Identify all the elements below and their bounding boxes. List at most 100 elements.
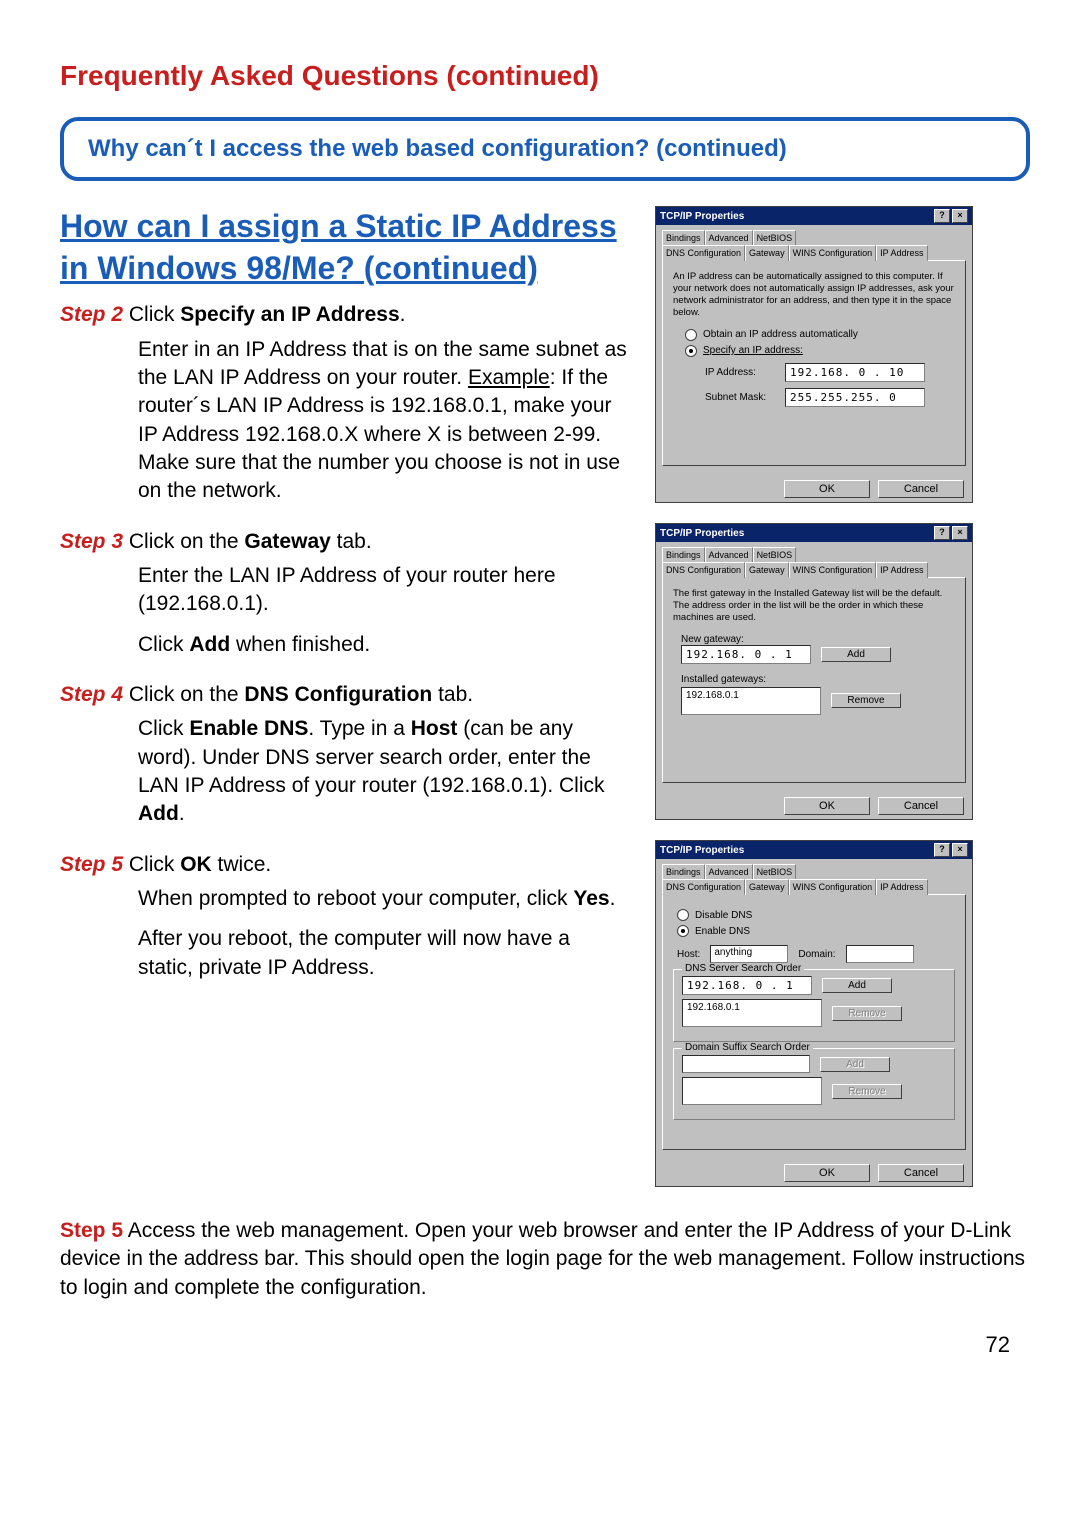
- close-icon[interactable]: ×: [952, 526, 968, 540]
- dlg1-help: An IP address can be automatically assig…: [673, 271, 955, 319]
- cancel-button[interactable]: Cancel: [878, 1164, 964, 1182]
- step-3-body2-pre: Click: [138, 633, 189, 656]
- close-icon[interactable]: ×: [952, 209, 968, 223]
- s5-b2: After you reboot, the computer will now …: [138, 925, 630, 982]
- radio-specify-ip[interactable]: [685, 345, 697, 357]
- dns-search-order-label: DNS Server Search Order: [682, 963, 804, 974]
- dlg3-enable-label: Enable DNS: [695, 926, 750, 937]
- cancel-button[interactable]: Cancel: [878, 480, 964, 498]
- tab-bindings[interactable]: Bindings: [662, 547, 705, 562]
- tab-netbios[interactable]: NetBIOS: [753, 864, 797, 879]
- page-number: 72: [60, 1332, 1030, 1358]
- faq-heading: Frequently Asked Questions (continued): [60, 60, 1030, 92]
- domain-label: Domain:: [798, 949, 835, 960]
- step-5-label: Step 5: [60, 853, 123, 876]
- tab-gateway[interactable]: Gateway: [745, 879, 789, 895]
- step-3-body2-bold: Add: [189, 633, 230, 656]
- dns-search-input[interactable]: 192.168. 0 . 1: [682, 976, 812, 995]
- dialog-tcpip-gateway: TCP/IP Properties ? × Bindings Advanced …: [655, 523, 973, 820]
- tab-advanced[interactable]: Advanced: [705, 864, 753, 879]
- installed-gateways-list[interactable]: 192.168.0.1: [681, 687, 821, 715]
- step-3: Step 3 Click on the Gateway tab. Enter t…: [60, 528, 630, 659]
- dns-server-list[interactable]: 192.168.0.1: [682, 999, 822, 1027]
- tab-dns[interactable]: DNS Configuration: [662, 562, 745, 578]
- step-5: Step 5 Click OK twice. When prompted to …: [60, 851, 630, 982]
- tab-gateway[interactable]: Gateway: [745, 245, 789, 261]
- step-5-post: twice.: [212, 853, 272, 876]
- remove-button-disabled[interactable]: Remove: [832, 1084, 902, 1099]
- step-3-body1: Enter the LAN IP Address of your router …: [138, 562, 630, 619]
- tab-bindings[interactable]: Bindings: [662, 864, 705, 879]
- radio-obtain-auto[interactable]: [685, 329, 697, 341]
- tab-wins[interactable]: WINS Configuration: [789, 562, 877, 578]
- cancel-button[interactable]: Cancel: [878, 797, 964, 815]
- tab-netbios[interactable]: NetBIOS: [753, 230, 797, 245]
- remove-button[interactable]: Remove: [832, 1006, 902, 1021]
- help-icon[interactable]: ?: [934, 209, 950, 223]
- tab-ipaddress[interactable]: IP Address: [876, 562, 927, 578]
- step-4-pre: Click on the: [123, 683, 244, 706]
- domain-input[interactable]: [846, 945, 914, 963]
- tab-wins[interactable]: WINS Configuration: [789, 879, 877, 895]
- outer-step-label: Step 5: [60, 1219, 123, 1242]
- tab-gateway[interactable]: Gateway: [745, 562, 789, 578]
- ok-button[interactable]: OK: [784, 480, 870, 498]
- outer-step-text: Access the web management. Open your web…: [60, 1219, 1025, 1299]
- domain-suffix-list[interactable]: [682, 1077, 822, 1105]
- s5-b1-pre: When prompted to reboot your computer, c…: [138, 887, 573, 910]
- step-3-label: Step 3: [60, 530, 123, 553]
- step-2: Step 2 Click Specify an IP Address. Ente…: [60, 301, 630, 505]
- tab-ipaddress[interactable]: IP Address: [876, 245, 927, 261]
- dlg2-title: TCP/IP Properties: [660, 528, 744, 539]
- step-2-example-word: Example: [468, 366, 550, 389]
- step-3-bold: Gateway: [244, 530, 330, 553]
- add-button[interactable]: Add: [822, 978, 892, 993]
- step-2-action-post: .: [400, 303, 406, 326]
- help-icon[interactable]: ?: [934, 843, 950, 857]
- tab-dns[interactable]: DNS Configuration: [662, 879, 745, 895]
- installed-gateways-label: Installed gateways:: [681, 674, 955, 685]
- dialog-tcpip-dns: TCP/IP Properties ? × Bindings Advanced …: [655, 840, 973, 1187]
- add-button-disabled[interactable]: Add: [820, 1057, 890, 1072]
- tab-advanced[interactable]: Advanced: [705, 230, 753, 245]
- radio-disable-dns[interactable]: [677, 909, 689, 921]
- dlg3-disable-label: Disable DNS: [695, 910, 752, 921]
- ok-button[interactable]: OK: [784, 1164, 870, 1182]
- question-box: Why can´t I access the web based configu…: [60, 117, 1030, 181]
- step-3-post: tab.: [331, 530, 372, 553]
- tab-dns[interactable]: DNS Configuration: [662, 245, 745, 261]
- tab-wins[interactable]: WINS Configuration: [789, 245, 877, 261]
- section-title: How can I assign a Static IP Address in …: [60, 206, 630, 289]
- step-2-action-pre: Click: [123, 303, 180, 326]
- close-icon[interactable]: ×: [952, 843, 968, 857]
- dlg2-help: The first gateway in the Installed Gatew…: [673, 588, 955, 624]
- tab-bindings[interactable]: Bindings: [662, 230, 705, 245]
- dlg1-radio-spec: Specify an IP address:: [703, 345, 803, 356]
- tab-netbios[interactable]: NetBIOS: [753, 547, 797, 562]
- step-3-pre: Click on the: [123, 530, 244, 553]
- domain-suffix-input[interactable]: [682, 1055, 810, 1073]
- s4-b1: Enable DNS: [189, 717, 308, 740]
- host-input[interactable]: anything: [710, 945, 788, 963]
- domain-suffix-group: Domain Suffix Search Order Add Remove: [673, 1048, 955, 1120]
- dlg1-radio-auto: Obtain an IP address automatically: [703, 329, 858, 340]
- remove-button[interactable]: Remove: [831, 693, 901, 708]
- subnet-mask-input[interactable]: 255.255.255. 0: [785, 388, 925, 407]
- tab-ipaddress[interactable]: IP Address: [876, 879, 927, 895]
- question-text: Why can´t I access the web based configu…: [88, 135, 787, 162]
- ip-address-input[interactable]: 192.168. 0 . 10: [785, 363, 925, 382]
- radio-enable-dns[interactable]: [677, 925, 689, 937]
- s4-post: .: [179, 802, 185, 825]
- s4-pre: Click: [138, 717, 189, 740]
- step-3-body2-post: when finished.: [230, 633, 370, 656]
- host-label: Host:: [677, 949, 700, 960]
- tab-advanced[interactable]: Advanced: [705, 547, 753, 562]
- dns-search-order-group: DNS Server Search Order 192.168. 0 . 1 A…: [673, 969, 955, 1042]
- help-icon[interactable]: ?: [934, 526, 950, 540]
- ok-button[interactable]: OK: [784, 797, 870, 815]
- s5-b1-bold: Yes: [573, 887, 609, 910]
- add-button[interactable]: Add: [821, 647, 891, 662]
- s4-b3: Add: [138, 802, 179, 825]
- step-4: Step 4 Click on the DNS Configuration ta…: [60, 681, 630, 829]
- new-gateway-input[interactable]: 192.168. 0 . 1: [681, 645, 811, 664]
